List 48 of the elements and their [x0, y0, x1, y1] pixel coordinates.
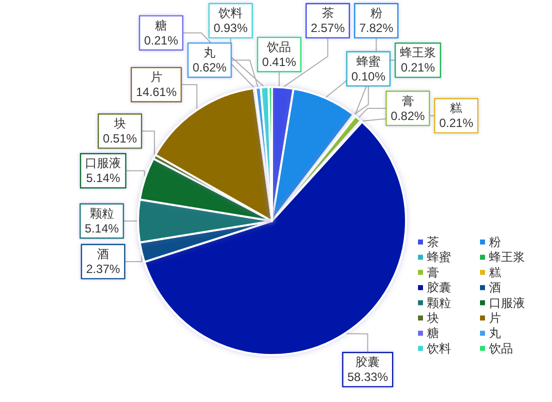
slice-label: 膏 [402, 94, 414, 108]
slice-label: 胶囊 [356, 355, 380, 370]
slice-label: 饮品 [266, 40, 292, 54]
slice-label: 颗粒 [90, 206, 114, 220]
legend-label: 酒 [489, 280, 501, 295]
data-label: 0.93% [214, 21, 248, 36]
data-label: 0.82% [390, 108, 426, 123]
legend-label: 蜂蜜 [427, 250, 451, 264]
slice-label: 饮料 [218, 6, 243, 20]
legend-label: 胶囊 [427, 280, 451, 295]
legend-label: 膏 [427, 265, 439, 280]
slice-label: 酒 [97, 247, 110, 262]
slice-label: 糕 [450, 101, 462, 116]
slice-label: 蜂王浆 [400, 46, 436, 60]
data-label: 0.21% [439, 116, 474, 130]
data-label: 0.10% [351, 69, 386, 84]
slice-label: 块 [112, 116, 126, 131]
legend-label: 茶 [427, 235, 439, 249]
slice-label: 片 [150, 70, 162, 84]
data-label: 0.21% [144, 33, 178, 48]
data-label: 7.82% [359, 21, 394, 36]
data-label: 0.21% [400, 60, 436, 75]
legend-label: 糖 [427, 326, 439, 340]
legend-label: 颗粒 [427, 296, 451, 310]
legend-label: 丸 [489, 326, 501, 340]
legend-label: 块 [426, 311, 439, 325]
legend-label: 糕 [489, 265, 501, 280]
data-label: 2.37% [86, 262, 120, 276]
data-label: 0.51% [102, 132, 138, 146]
slice-label: 蜂蜜 [356, 54, 380, 68]
legend-label: 饮品 [488, 341, 513, 356]
legend-label: 片 [489, 311, 501, 325]
legend-label: 粉 [489, 235, 501, 249]
legend-label: 饮料 [426, 341, 451, 356]
data-label: 2.57% [310, 21, 346, 36]
data-label: 0.62% [192, 60, 227, 75]
slice-label: 丸 [204, 46, 216, 60]
slice-label: 口服液 [85, 156, 122, 170]
data-label: 14.61% [136, 85, 177, 100]
slice-label: 茶 [322, 6, 334, 20]
data-label: 0.41% [262, 55, 297, 70]
data-label: 5.14% [84, 222, 120, 236]
legend-label: 蜂王浆 [489, 250, 525, 264]
slice-label: 糖 [155, 18, 168, 32]
data-label: 58.33% [347, 370, 388, 384]
slice-label: 粉 [370, 6, 382, 20]
data-label: 5.14% [86, 171, 120, 186]
legend-label: 口服液 [489, 296, 525, 310]
